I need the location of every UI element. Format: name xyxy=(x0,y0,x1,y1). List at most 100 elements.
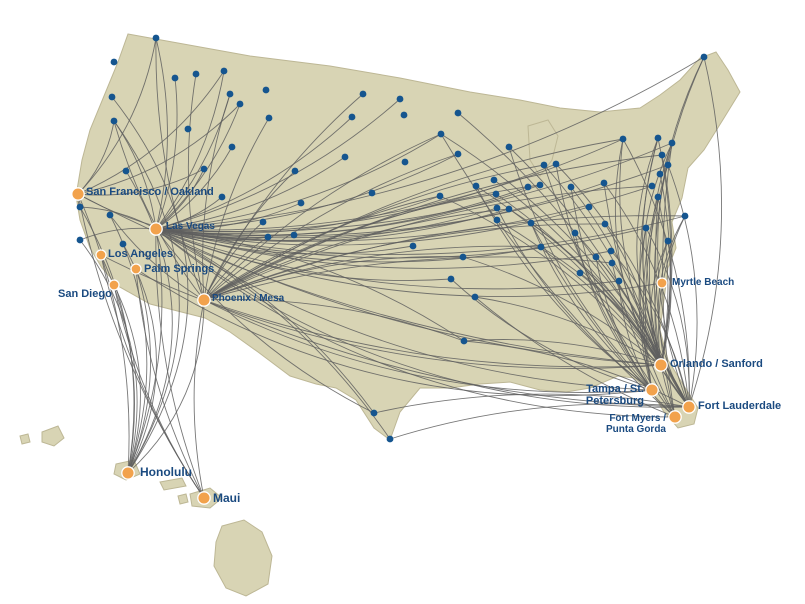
city-dot xyxy=(110,117,118,125)
hub-dot-hnl xyxy=(121,466,135,480)
kauai-island-shape xyxy=(41,425,65,447)
route-las-10 xyxy=(155,98,401,230)
label-myrtle-beach: Myrtle Beach xyxy=(672,277,735,288)
label-phoenix-mesa: Phoenix / Mesa xyxy=(212,293,285,304)
route-phx-63 xyxy=(203,256,613,301)
route-las-58 xyxy=(155,227,647,259)
city-dot xyxy=(152,34,160,42)
hub-dot-lax xyxy=(95,249,107,261)
route-las-70 xyxy=(155,164,669,237)
route-mco-ne-4 xyxy=(658,215,686,366)
route-sfo-0 xyxy=(77,37,157,195)
city-dot xyxy=(200,165,208,173)
route-las-72 xyxy=(155,185,653,242)
city-dot xyxy=(505,143,513,151)
route-phx-6 xyxy=(202,93,231,301)
label-fort-myers-punta-gorda: Fort Myers / Punta Gorda xyxy=(605,413,666,435)
city-dot xyxy=(259,218,267,226)
city-dot xyxy=(490,176,498,184)
hub-dot-fll xyxy=(682,400,696,414)
city-dot xyxy=(220,67,228,75)
route-las-south-0 xyxy=(155,228,375,414)
route-fll-ne-2 xyxy=(636,137,690,408)
city-dot xyxy=(493,204,501,212)
hawaii-island-shape xyxy=(213,519,273,597)
lanai-island-shape xyxy=(177,493,189,505)
route-ogg-phx xyxy=(193,299,205,499)
city-dot xyxy=(370,409,378,417)
label-san-francisco-oakland: San Francisco / Oakland xyxy=(86,186,214,198)
route-las-2 xyxy=(155,77,178,230)
route-hnl-psp xyxy=(127,268,151,474)
city-dot xyxy=(459,253,467,261)
city-dot xyxy=(600,179,608,187)
route-las-66 xyxy=(155,138,624,231)
city-dot xyxy=(218,193,226,201)
city-dot xyxy=(447,275,455,283)
route-fll-62 xyxy=(610,250,690,408)
city-dot xyxy=(396,95,404,103)
route-mco-73 xyxy=(657,196,669,366)
route-sfo-20 xyxy=(77,168,205,196)
route-las-rsw xyxy=(155,228,676,418)
hub-dot-phx xyxy=(197,293,211,307)
city-dot xyxy=(648,182,656,190)
route-fll-70 xyxy=(667,164,698,408)
city-dot xyxy=(228,143,236,151)
city-dot xyxy=(615,277,623,285)
city-dot xyxy=(505,205,513,213)
city-dot xyxy=(400,111,408,119)
route-las-38 xyxy=(155,182,605,239)
city-dot xyxy=(460,337,468,345)
hub-dot-mco xyxy=(654,358,668,372)
route-tpa-70 xyxy=(644,164,669,391)
route-fll-ne-5 xyxy=(650,240,690,408)
city-dot xyxy=(576,269,584,277)
label-maui: Maui xyxy=(213,491,241,505)
city-dot xyxy=(290,231,298,239)
route-fll-ne-3 xyxy=(642,142,690,408)
route-phx-72 xyxy=(203,185,653,301)
city-dot xyxy=(297,199,305,207)
route-las-64 xyxy=(155,228,620,290)
route-phx-30 xyxy=(203,195,441,301)
hub-dot-rsw xyxy=(668,410,682,424)
city-dot xyxy=(265,114,273,122)
city-dot xyxy=(359,90,367,98)
route-rsw-73 xyxy=(655,196,676,418)
hubs-layer xyxy=(71,187,696,505)
molokai-island-shape xyxy=(159,477,187,491)
city-dot xyxy=(454,109,462,117)
route-hnl-phx xyxy=(127,299,205,474)
city-dot xyxy=(76,203,84,211)
route-fll-ne-1 xyxy=(614,138,690,408)
route-phx-9 xyxy=(203,93,364,301)
route-las-24 xyxy=(155,153,459,230)
city-dot xyxy=(236,100,244,108)
hub-dot-psp xyxy=(130,263,142,275)
city-dot xyxy=(454,150,462,158)
city-dot xyxy=(608,259,616,267)
route-mco-55 xyxy=(574,232,662,366)
city-dot xyxy=(108,93,116,101)
route-psp-tpa xyxy=(135,268,653,397)
city-dot xyxy=(471,293,479,301)
route-las-68 xyxy=(155,142,673,233)
label-los-angeles: Los Angeles xyxy=(108,248,173,260)
city-dot xyxy=(122,167,130,175)
city-dot xyxy=(527,219,535,227)
route-tpa-61 xyxy=(595,256,653,391)
route-las-south-2 xyxy=(155,228,465,342)
route-phx-66 xyxy=(203,138,624,301)
label-tampa-st-petersburg: Tampa / St. Petersburg xyxy=(585,383,644,407)
city-dot xyxy=(664,237,672,245)
route-mco-ne-3 xyxy=(648,142,673,366)
label-las-vegas: Las Vegas xyxy=(166,221,215,232)
michigan-shape xyxy=(527,119,559,177)
city-dot xyxy=(585,203,593,211)
route-las-18 xyxy=(155,133,442,230)
route-sfo-8 xyxy=(77,103,241,195)
city-dot xyxy=(681,212,689,220)
route-hnl-las xyxy=(127,228,163,474)
city-dot xyxy=(493,216,501,224)
